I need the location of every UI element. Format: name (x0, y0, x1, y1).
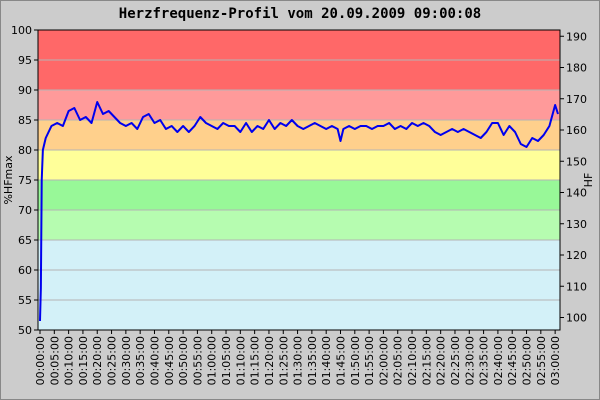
y-tick-label: 75 (18, 174, 32, 187)
y-tick-label: 70 (18, 204, 32, 217)
x-tick-label: 02:25:00 (449, 336, 462, 385)
x-tick-label: 02:45:00 (506, 336, 519, 385)
x-tick-label: 00:25:00 (106, 336, 119, 385)
x-tick-label: 00:45:00 (163, 336, 176, 385)
y-tick-label: 55 (18, 294, 32, 307)
x-tick-label: 00:20:00 (91, 336, 104, 385)
y2-tick-label: 170 (566, 93, 587, 106)
zone-band (38, 210, 560, 240)
x-tick-label: 00:00:00 (34, 336, 47, 385)
x-tick-label: 02:00:00 (377, 336, 390, 385)
x-tick-label: 01:15:00 (249, 336, 262, 385)
x-tick-label: 01:00:00 (206, 336, 219, 385)
x-tick-label: 03:00:00 (549, 336, 562, 385)
x-tick-label: 02:20:00 (435, 336, 448, 385)
x-tick-label: 02:30:00 (463, 336, 476, 385)
x-tick-label: 02:05:00 (392, 336, 405, 385)
plot-frame (37, 29, 561, 331)
y2-tick-label: 100 (566, 312, 587, 325)
y2-tick-label: 140 (566, 187, 587, 200)
chart-title: Herzfrequenz-Profil vom 20.09.2009 09:00… (119, 6, 481, 22)
y-tick-label: 65 (18, 234, 32, 247)
x-tick-label: 02:10:00 (406, 336, 419, 385)
y-tick-label: 85 (18, 114, 32, 127)
y2-tick-label: 180 (566, 62, 587, 75)
y2-tick-label: 120 (566, 249, 587, 262)
x-tick-label: 00:15:00 (77, 336, 90, 385)
zone-band (38, 90, 560, 120)
x-tick-label: 01:20:00 (263, 336, 276, 385)
x-tick-label: 01:35:00 (306, 336, 319, 385)
y-axis-label: %HFmax (2, 155, 15, 205)
x-tick-label: 00:35:00 (134, 336, 147, 385)
x-tick-label: 02:35:00 (478, 336, 491, 385)
y2-tick-label: 150 (566, 155, 587, 168)
x-tick-label: 02:40:00 (492, 336, 505, 385)
y2-tick-label: 130 (566, 218, 587, 231)
x-tick-label: 01:10:00 (234, 336, 247, 385)
y-tick-label: 100 (11, 24, 32, 37)
x-tick-label: 01:50:00 (349, 336, 362, 385)
y2-axis-label: HF (582, 173, 595, 188)
x-tick-label: 01:55:00 (363, 336, 376, 385)
y2-tick-label: 110 (566, 280, 587, 293)
y-tick-label: 90 (18, 84, 32, 97)
y-tick-label: 95 (18, 54, 32, 67)
y-tick-label: 80 (18, 144, 32, 157)
zone-band (38, 150, 560, 180)
hr-line (39, 101, 559, 322)
x-tick-label: 00:55:00 (191, 336, 204, 385)
x-tick-label: 02:50:00 (521, 336, 534, 385)
zone-band (38, 180, 560, 210)
x-tick-label: 02:55:00 (535, 336, 548, 385)
zone-band (38, 240, 560, 330)
x-tick-label: 00:05:00 (48, 336, 61, 385)
x-tick-label: 00:40:00 (148, 336, 161, 385)
x-tick-label: 02:15:00 (420, 336, 433, 385)
x-tick-label: 00:10:00 (63, 336, 76, 385)
zone-band (38, 120, 560, 150)
y-tick-label: 50 (18, 324, 32, 337)
y2-tick-label: 160 (566, 124, 587, 137)
y2-tick-label: 190 (566, 30, 587, 43)
x-tick-label: 01:30:00 (292, 336, 305, 385)
x-tick-label: 00:50:00 (177, 336, 190, 385)
x-tick-label: 01:40:00 (320, 336, 333, 385)
x-tick-label: 01:05:00 (220, 336, 233, 385)
y-tick-label: 60 (18, 264, 32, 277)
x-tick-label: 00:30:00 (120, 336, 133, 385)
x-tick-label: 01:25:00 (277, 336, 290, 385)
x-tick-label: 01:45:00 (334, 336, 347, 385)
